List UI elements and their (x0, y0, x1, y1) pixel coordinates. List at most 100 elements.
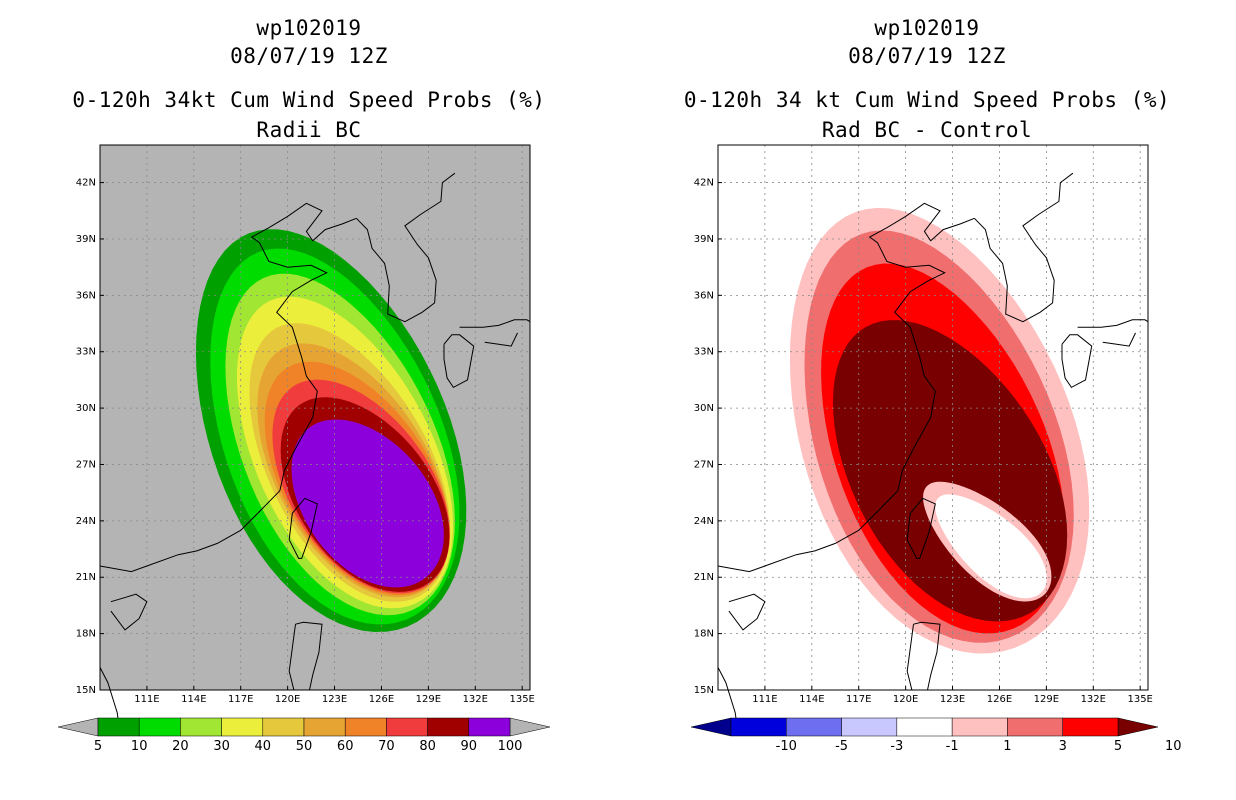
lon-tick-label: 135E (1127, 694, 1152, 705)
subtitle: Rad BC - Control (821, 118, 1033, 142)
subtitle: Radii BC (256, 118, 362, 142)
coastline (459, 319, 531, 328)
colorbar-swatch (386, 717, 428, 737)
lat-tick-label: 15N (694, 685, 714, 696)
grid (100, 145, 530, 691)
colorbar-label: 10 (131, 739, 148, 754)
product-title: 0-120h 34 kt Cum Wind Speed Probs (%) (683, 88, 1171, 112)
lat-tick-label: 42N (694, 178, 714, 189)
lon-tick-label: 126E (987, 694, 1012, 705)
colorbar-label: 70 (378, 739, 395, 754)
lat-tick-label: 39N (76, 234, 96, 245)
colorbar-swatch (786, 717, 842, 737)
lat-tick-label: 42N (76, 178, 96, 189)
coastline (1102, 332, 1136, 347)
coastline (484, 332, 518, 347)
colorbar-swatch (1062, 717, 1119, 737)
lon-tick-label: 111E (752, 694, 777, 705)
coastlines (717, 172, 1149, 736)
lat-tick-label: 36N (694, 290, 714, 301)
lat-tick-label: 24N (76, 516, 96, 527)
lat-tick-label: 33N (76, 347, 96, 358)
colorbar-low-arrow (690, 717, 732, 737)
colorbar-label: -10 (776, 739, 797, 754)
lon-tick-label: 114E (181, 694, 206, 705)
colorbar-label: -5 (835, 739, 848, 754)
coastline (717, 202, 975, 573)
coastline (728, 593, 766, 631)
grid (718, 145, 1148, 691)
lon-tick-label: 126E (369, 694, 394, 705)
lon-tick-label: 123E (940, 694, 965, 705)
lon-tick-label: 132E (463, 694, 488, 705)
left-panel: wp102019 08/07/19 12Z 0-120h 34kt Cum Wi… (57, 16, 551, 754)
lat-tick-label: 21N (76, 572, 96, 583)
probability-swath (789, 207, 1090, 654)
lon-tick-label: 129E (1034, 694, 1059, 705)
colorbar-label: 80 (419, 739, 436, 754)
coastline (906, 497, 936, 559)
colorbar-swatch (180, 717, 222, 737)
colorbar-low-arrow (57, 717, 99, 737)
colorbar-swatch (951, 717, 1008, 737)
colorbar-swatch (344, 717, 387, 737)
lat-tick-label: 18N (694, 629, 714, 640)
lon-tick-label: 120E (893, 694, 918, 705)
colorbar-swatch (262, 717, 305, 737)
colorbar-swatch (730, 717, 787, 737)
colorbar-swatch (303, 717, 346, 737)
product-title: 0-120h 34kt Cum Wind Speed Probs (%) (72, 88, 546, 112)
coastlines (99, 172, 531, 736)
lon-tick-label: 111E (134, 694, 159, 705)
coastline (110, 593, 148, 631)
contour-hole (935, 494, 1047, 599)
lon-tick-label: 135E (509, 694, 534, 705)
colorbar-swatch (221, 717, 264, 737)
datetime-title: 08/07/19 12Z (230, 44, 388, 68)
colorbar-label: 30 (213, 739, 230, 754)
lon-tick-label: 114E (799, 694, 824, 705)
colorbar-label: 5 (1114, 739, 1122, 754)
colorbar-swatch (97, 717, 140, 737)
colorbar-label: 90 (461, 739, 478, 754)
colorbar-label: 10 (1165, 739, 1182, 754)
colorbar-swatch (896, 717, 953, 737)
colorbar-label: 100 (498, 739, 523, 754)
lat-tick-label: 30N (694, 403, 714, 414)
colorbar-label: 50 (296, 739, 313, 754)
colorbar: 5 10 20 30 40 50 60 70 80 90 100 (57, 717, 551, 754)
coastline (443, 334, 475, 389)
colorbar-label: 20 (172, 739, 189, 754)
colorbar-label: 5 (94, 739, 102, 754)
axis-labels: 42N 39N 36N 33N 30N 27N 24N 21N 18N 15N 111E 114E 11… (76, 178, 535, 705)
colorbar-swatch (427, 717, 470, 737)
coastline (974, 172, 1074, 323)
lon-tick-label: 117E (846, 694, 871, 705)
colorbar: -10 -5 -3 -1 1 3 5 10 (690, 717, 1182, 754)
coastline (99, 202, 357, 573)
coastline (356, 172, 456, 323)
lat-tick-label: 27N (76, 459, 96, 470)
lat-tick-label: 36N (76, 290, 96, 301)
lat-tick-label: 24N (694, 516, 714, 527)
colorbar-label: -1 (946, 739, 959, 754)
lat-tick-label: 15N (76, 685, 96, 696)
datetime-title: 08/07/19 12Z (848, 44, 1006, 68)
colorbar-swatch (1007, 717, 1063, 737)
colorbar-swatch (468, 717, 511, 737)
lon-tick-label: 120E (275, 694, 300, 705)
colorbar-label: -3 (890, 739, 903, 754)
map-frame (99, 144, 531, 691)
axis-labels: 42N 39N 36N 33N 30N 27N 24N 21N 18N 15N 111E 114E 11… (694, 178, 1153, 705)
colorbar-high-arrow (1117, 717, 1159, 737)
storm-id-title: wp102019 (874, 16, 980, 40)
lat-tick-label: 18N (76, 629, 96, 640)
lon-tick-label: 117E (228, 694, 253, 705)
lat-tick-label: 21N (694, 572, 714, 583)
colorbar-label: 1 (1003, 739, 1011, 754)
coastline (906, 621, 941, 691)
colorbar-swatch (841, 717, 898, 737)
colorbar-label: 3 (1059, 739, 1067, 754)
